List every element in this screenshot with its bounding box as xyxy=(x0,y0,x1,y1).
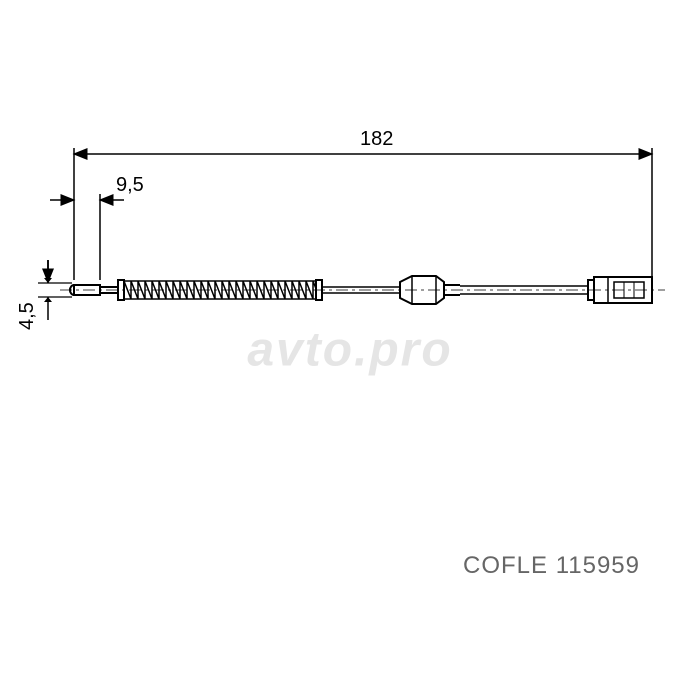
dim-tip-length: 9,5 xyxy=(116,174,144,197)
part-number: 115959 xyxy=(556,552,640,579)
dim-diameter: 4,5 xyxy=(16,302,39,330)
product-footer: COFLE 115959 xyxy=(463,552,640,580)
brand-label: COFLE xyxy=(463,552,548,579)
dim-overall-length: 182 xyxy=(360,128,393,151)
technical-diagram: 182 9,5 4,5 xyxy=(20,130,680,430)
